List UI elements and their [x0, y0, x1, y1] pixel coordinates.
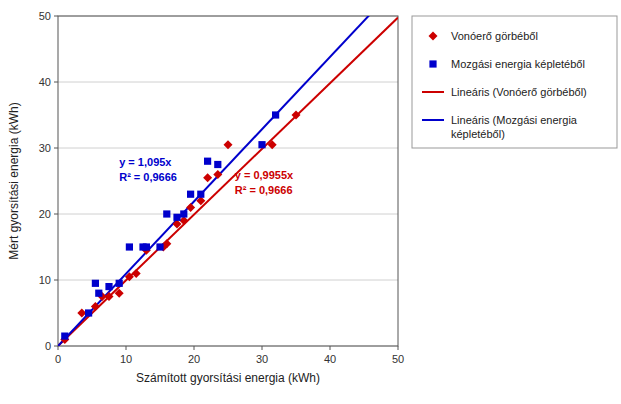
scatter-point: [292, 111, 301, 120]
scatter-point: [268, 140, 277, 149]
legend: Vonóerő görbéből Mozgási energia képletéb…: [412, 16, 617, 148]
tick-mark: [54, 82, 58, 83]
grid-line: [58, 214, 398, 215]
tick-mark: [58, 346, 59, 350]
scatter-point: [143, 243, 150, 250]
y-axis-label: Mért gyorsítási energia (kWh): [7, 102, 21, 259]
tick-mark: [54, 346, 58, 347]
tick-label: 0: [55, 353, 61, 365]
tick-mark: [194, 346, 195, 350]
scatter-point: [204, 158, 211, 165]
tick-mark: [54, 214, 58, 215]
trend-line: [58, 16, 398, 346]
text-line: Vonóerő görbéből: [451, 30, 538, 42]
scatter-point: [126, 243, 133, 250]
legend-label: Vonóerő görbéből: [451, 30, 538, 42]
annotation: y = 0,9955x R² = 0,9666: [235, 169, 294, 196]
scatter-point: [162, 239, 171, 248]
plot-frame: [58, 16, 398, 346]
scatter-point: [105, 283, 112, 290]
scatter-point: [180, 210, 187, 217]
tick-mark: [398, 346, 399, 350]
plot-area: [58, 16, 398, 346]
tick-mark: [126, 346, 127, 350]
grid-line: [58, 280, 398, 281]
text-line: y = 0,9955x: [235, 169, 294, 181]
tick-mark: [54, 148, 58, 149]
scatter-point: [115, 289, 124, 298]
tick-label: 30: [39, 142, 51, 154]
tick-label: 50: [39, 10, 51, 22]
legend-swatch: [429, 60, 436, 67]
scatter-point: [258, 141, 265, 148]
tick-mark: [262, 346, 263, 350]
tick-mark: [330, 346, 331, 350]
scatter-point: [61, 333, 68, 340]
tick-label: 40: [39, 76, 51, 88]
scatter-point: [77, 309, 86, 318]
tick-label: 30: [256, 353, 268, 365]
scatter-point: [156, 243, 163, 250]
scatter-point: [213, 170, 222, 179]
scatter-point: [91, 302, 100, 311]
scatter-point: [116, 280, 123, 287]
tick-label: 0: [45, 340, 51, 352]
text-line: y = 1,095x: [119, 156, 172, 168]
legend-frame: [412, 16, 617, 148]
plot-marks: [58, 16, 398, 346]
text-line: R² = 0,9666: [235, 184, 293, 196]
legend-label: Mozgási energia képletéből: [451, 58, 585, 70]
tick-mark: [54, 16, 58, 17]
legend-swatch: [422, 91, 444, 93]
legend-swatch: [422, 119, 444, 121]
scatter-point: [224, 140, 233, 149]
scatter-point: [163, 210, 170, 217]
text-line: Lineáris (Vonóerő görbéből): [451, 86, 587, 98]
trend-line: [58, 17, 398, 346]
grid-line: [58, 82, 398, 83]
text-line: Lineáris (Mozgási energia: [451, 114, 578, 126]
tick-label: 10: [39, 274, 51, 286]
chart: 0 10 20 30 40 50 0 10 20 30 40 50 Számított gyorsítá…: [0, 0, 621, 404]
scatter-point: [187, 191, 194, 198]
scatter-point: [272, 111, 279, 118]
scatter-point: [85, 309, 92, 316]
tick-label: 20: [39, 208, 51, 220]
annotation: y = 1,095x R² = 0,9666: [119, 156, 177, 183]
tick-label: 10: [120, 353, 132, 365]
scatter-point: [197, 191, 204, 198]
x-axis-label: Számított gyorsítási energia (kWh): [136, 371, 320, 385]
text-line: képletéből): [451, 128, 505, 140]
text-line: R² = 0,9666: [119, 171, 177, 183]
tick-label: 40: [324, 353, 336, 365]
scatter-point: [92, 280, 99, 287]
tick-mark: [54, 280, 58, 281]
scatter-point: [214, 161, 221, 168]
legend-label: Lineáris (Mozgási energia képletéből): [451, 114, 578, 140]
scatter-point: [95, 290, 102, 297]
tick-label: 20: [188, 353, 200, 365]
scatter-point: [105, 292, 114, 301]
scatter-point: [203, 173, 212, 182]
scatter-point: [132, 269, 141, 278]
scatter-point: [186, 203, 195, 212]
legend-label: Lineáris (Vonóerő görbéből): [451, 86, 587, 98]
text-line: Mozgási energia képletéből: [451, 58, 585, 70]
legend-swatch: [429, 32, 438, 41]
tick-label: 50: [392, 353, 404, 365]
scatter-point: [173, 214, 180, 221]
